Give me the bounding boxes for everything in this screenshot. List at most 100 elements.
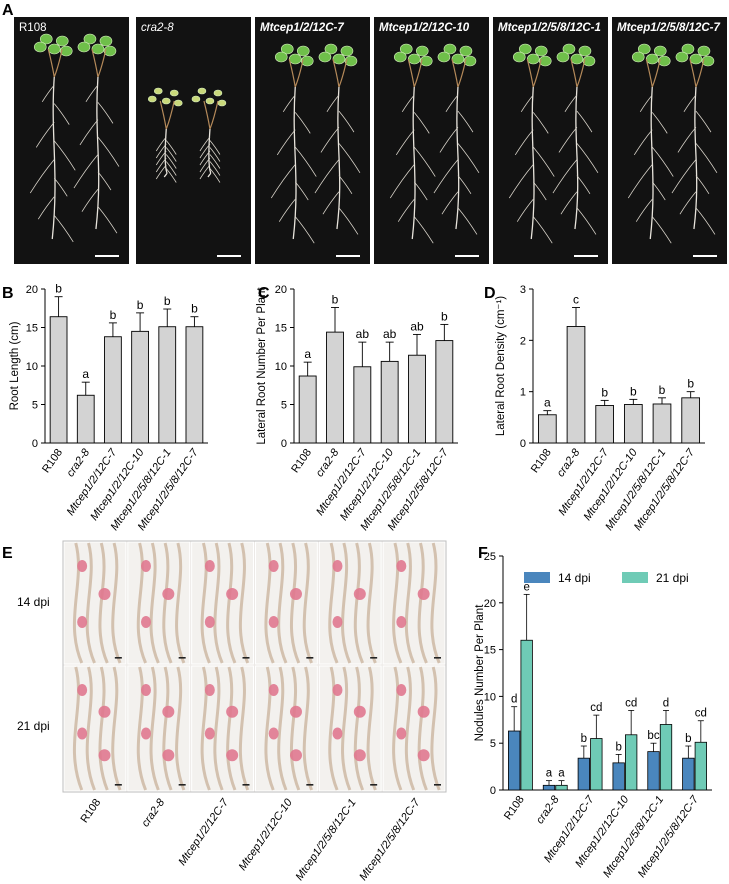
main-root	[649, 86, 654, 240]
scale-bar	[336, 255, 360, 257]
lateral-root	[413, 216, 434, 244]
lateral-root	[651, 146, 674, 177]
main-root	[336, 86, 341, 230]
significance-letter: ab	[356, 327, 370, 341]
nodule-photo	[382, 665, 446, 792]
leaf	[173, 99, 183, 107]
nodule	[226, 705, 239, 718]
bar	[647, 751, 660, 791]
lateral-root	[532, 181, 547, 201]
nodule	[332, 616, 343, 628]
lateral-root	[439, 126, 459, 153]
leaf	[701, 55, 715, 67]
nodule	[162, 749, 175, 762]
root	[277, 542, 288, 664]
root	[430, 542, 441, 664]
nodule	[204, 684, 215, 696]
y-tick-label: 10	[275, 361, 287, 373]
leaf	[407, 53, 421, 65]
lateral-root	[282, 94, 296, 113]
x-tick-label: Mtcep1/2/5/8/12C-1	[601, 794, 666, 880]
nodule	[268, 616, 279, 628]
lateral-root	[635, 198, 653, 222]
nodule	[204, 560, 215, 572]
lateral-root	[514, 129, 534, 156]
lateral-root	[457, 207, 478, 235]
panel-letter-b: B	[2, 285, 14, 302]
root	[277, 666, 288, 791]
panel-letter-d: D	[484, 285, 496, 302]
bar	[435, 340, 454, 444]
lateral-root	[97, 102, 114, 124]
root	[302, 666, 313, 791]
main-root	[207, 128, 212, 178]
significance-letter: b	[581, 733, 587, 745]
bar	[555, 784, 568, 791]
row-label: 14 dpi	[17, 595, 50, 609]
root	[404, 542, 416, 664]
legend-label: 21 dpi	[656, 571, 689, 585]
lateral-root	[457, 143, 480, 173]
y-tick-label: 20	[26, 284, 38, 296]
nodule	[204, 616, 215, 628]
lateral-root	[199, 136, 211, 152]
photo-frame	[62, 540, 447, 793]
root	[328, 542, 339, 664]
significance-letter: ab	[410, 319, 424, 333]
bar	[652, 403, 672, 444]
lateral-root	[395, 129, 415, 156]
lateral-root	[679, 191, 697, 215]
stem	[288, 58, 304, 88]
root	[162, 666, 173, 791]
leaf	[59, 45, 73, 57]
y-tick-label: 0	[520, 438, 526, 450]
nodule	[98, 749, 111, 762]
lateral-root	[520, 94, 534, 113]
significance-letter: b	[137, 298, 144, 312]
nodule	[268, 727, 279, 740]
stem	[689, 58, 705, 88]
root	[98, 542, 109, 664]
scale-bar	[306, 784, 314, 786]
lateral-root	[326, 94, 340, 113]
root	[289, 666, 301, 791]
scale-bar	[370, 784, 378, 786]
leaf	[578, 45, 592, 57]
significance-letter: a	[82, 367, 89, 381]
panel-letter-f: F	[478, 545, 488, 562]
lateral-root	[338, 175, 353, 195]
root	[417, 542, 428, 664]
lateral-root	[81, 188, 99, 212]
x-tick-label: cra2-8	[555, 446, 583, 479]
lateral-root	[155, 136, 167, 152]
plant-photo: R108	[14, 17, 129, 264]
stem	[570, 58, 586, 88]
leaf	[39, 33, 53, 45]
nodule	[77, 560, 88, 572]
lateral-root	[671, 159, 697, 194]
bar	[49, 316, 68, 444]
root	[149, 666, 160, 791]
leaf	[318, 51, 332, 63]
bar	[380, 360, 399, 444]
panel-letter-a: A	[2, 2, 14, 19]
leaf	[526, 53, 540, 65]
lateral-root	[294, 181, 309, 201]
lateral-root	[270, 164, 296, 199]
nodule	[289, 749, 302, 762]
leaf	[213, 89, 223, 97]
lateral-root	[683, 94, 697, 113]
nodule	[204, 727, 215, 740]
x-tick-label: cra2-8	[314, 446, 342, 479]
leaf	[169, 89, 179, 97]
nodule	[332, 684, 343, 696]
nodule-photo	[191, 665, 255, 792]
main-root	[51, 76, 56, 240]
nodule	[140, 616, 151, 628]
bar	[566, 326, 586, 444]
leaf	[197, 87, 207, 95]
leaf	[534, 45, 548, 57]
